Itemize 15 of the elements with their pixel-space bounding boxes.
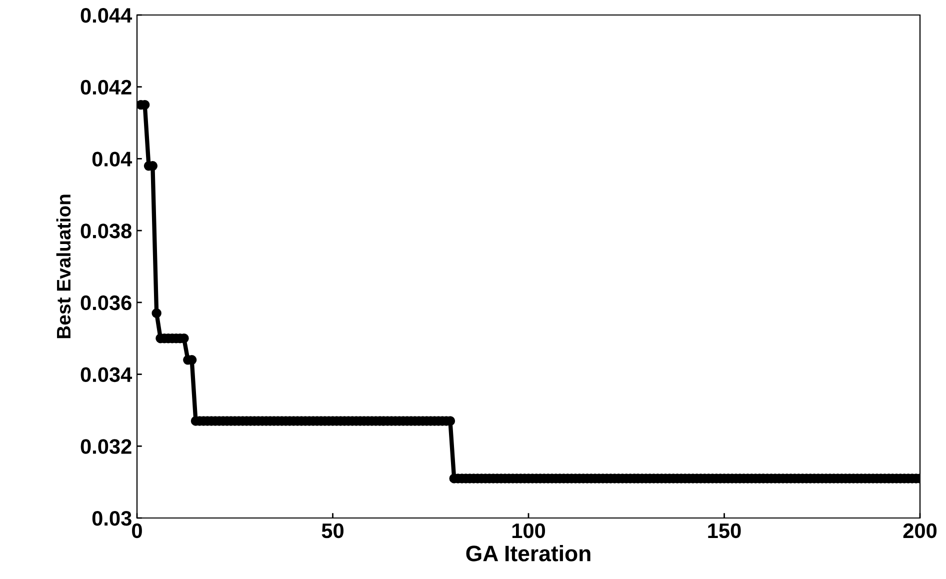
y-tick-label: 0.036 <box>80 295 132 310</box>
y-tick-label: 0.034 <box>80 367 132 382</box>
x-axis-title: GA Iteration <box>466 545 590 562</box>
y-tick-label: 0.04 <box>92 152 132 166</box>
y-tick-label: 0.03 <box>92 511 132 526</box>
x-tick-label: 100 <box>512 523 546 538</box>
y-axis-title: Best Evaluation <box>56 194 71 338</box>
x-tick-label: 50 <box>322 523 344 538</box>
x-tick-label: 200 <box>903 523 937 538</box>
y-tick-label: 0.042 <box>80 80 132 95</box>
x-tick-label: 150 <box>708 523 741 538</box>
y-tick-label: 0.032 <box>80 439 132 454</box>
y-tick-label: 0.038 <box>80 224 132 238</box>
x-tick-label: 0 <box>132 523 142 538</box>
y-tick-label: 0.044 <box>80 8 132 23</box>
